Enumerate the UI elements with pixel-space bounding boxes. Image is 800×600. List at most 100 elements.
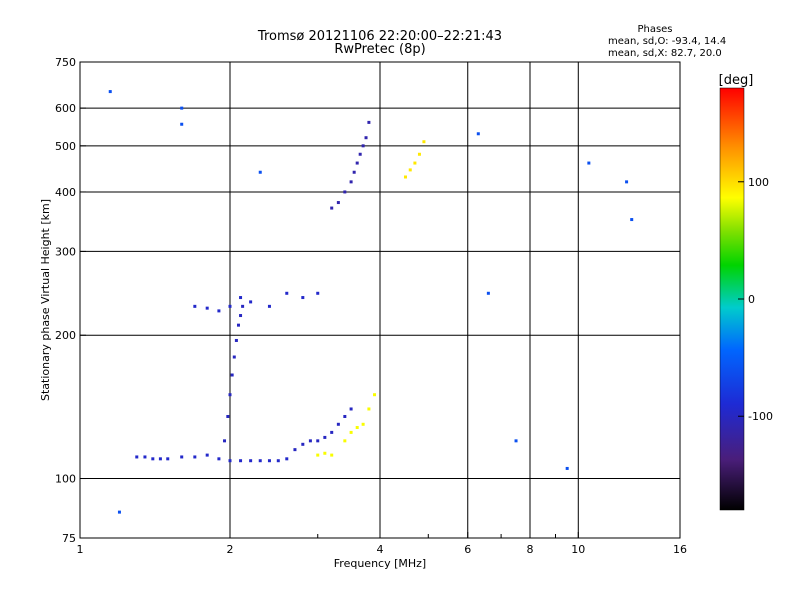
echo-point	[417, 152, 421, 156]
echo-point	[226, 414, 230, 418]
echo-point	[151, 457, 155, 461]
echo-point	[625, 180, 629, 184]
echo-point	[205, 306, 209, 310]
y-tick-label: 200	[55, 329, 76, 342]
echo-point	[180, 106, 184, 110]
echo-point	[258, 459, 262, 463]
echo-point	[258, 170, 262, 174]
echo-point	[285, 291, 289, 295]
x-tick-label: 2	[227, 543, 234, 556]
echo-point	[343, 439, 347, 443]
grid-lines	[80, 62, 680, 538]
colorbar-label: [deg]	[719, 73, 754, 88]
echo-point	[301, 296, 305, 300]
y-tick-label: 75	[62, 532, 76, 545]
echo-point	[630, 218, 634, 222]
echo-point	[476, 132, 480, 136]
echo-point	[228, 459, 232, 463]
echo-point	[223, 439, 227, 443]
x-tick-label: 1	[77, 543, 84, 556]
echo-point	[276, 459, 280, 463]
x-tick-label: 8	[527, 543, 534, 556]
echo-point	[308, 439, 312, 443]
echo-point	[108, 90, 112, 94]
echo-point	[217, 457, 221, 461]
colorbar-ticks: 100 0 -100	[738, 176, 773, 423]
echo-point	[239, 296, 243, 300]
colorbar-tick-label: 100	[748, 176, 769, 189]
echo-point	[336, 422, 340, 426]
echo-point	[349, 407, 353, 411]
echo-point	[373, 393, 377, 397]
echo-point	[193, 455, 197, 459]
echo-points	[108, 90, 634, 514]
echo-point	[361, 144, 365, 148]
echo-point	[228, 304, 232, 308]
x-tick-label: 4	[377, 543, 384, 556]
echo-point	[316, 439, 320, 443]
echo-point	[241, 304, 245, 308]
chart-subtitle: RwPretec (8p)	[334, 42, 425, 57]
echo-point	[285, 457, 289, 461]
echo-point	[355, 161, 359, 165]
echo-point	[205, 453, 209, 457]
echo-point	[293, 448, 297, 452]
echo-point	[117, 510, 121, 514]
echo-point	[565, 466, 569, 470]
colorbar-tick-label: -100	[748, 410, 773, 423]
echo-point	[267, 459, 271, 463]
y-tick-label: 750	[55, 56, 76, 69]
echo-point	[403, 175, 407, 179]
x-tick-label: 6	[464, 543, 471, 556]
echo-point	[217, 309, 221, 313]
echo-point	[316, 453, 320, 457]
echo-point	[193, 304, 197, 308]
phases-line-x: mean, sd,X: 82.7, 20.0	[608, 48, 722, 59]
echo-point	[230, 373, 234, 377]
echo-point	[316, 291, 320, 295]
echo-point	[249, 300, 253, 304]
x-tick-label: 10	[571, 543, 585, 556]
echo-point	[301, 442, 305, 446]
echo-point	[236, 323, 240, 327]
colorbar-tick-label: 0	[748, 293, 755, 306]
y-axis-label: Stationary phase Virtual Height [km]	[39, 199, 52, 401]
y-tick-label: 500	[55, 140, 76, 153]
echo-point	[323, 451, 327, 455]
echo-point	[514, 439, 518, 443]
echo-point	[408, 168, 412, 172]
echo-point	[364, 136, 368, 140]
echo-point	[349, 180, 353, 184]
phases-title: Phases	[637, 24, 672, 35]
echo-point	[249, 459, 253, 463]
echo-point	[234, 338, 238, 342]
echo-point	[486, 291, 490, 295]
echo-point	[587, 161, 591, 165]
echo-point	[323, 435, 327, 439]
echo-point	[349, 430, 353, 434]
y-axis-ticks: 75 100 200 300 400 500 600 750	[55, 56, 86, 545]
echo-point	[143, 455, 147, 459]
echo-point	[180, 455, 184, 459]
echo-point	[228, 393, 232, 397]
echo-point	[355, 425, 359, 429]
y-tick-label: 400	[55, 186, 76, 199]
echo-point	[232, 355, 236, 359]
echo-point	[330, 430, 334, 434]
chart-title: Tromsø 20121106 22:20:00–22:21:43	[257, 29, 502, 44]
echo-point	[336, 201, 340, 205]
echo-point	[158, 457, 162, 461]
echo-point	[330, 453, 334, 457]
y-tick-label: 600	[55, 102, 76, 115]
y-tick-label: 100	[55, 473, 76, 486]
echo-point	[413, 161, 417, 165]
echo-point	[343, 414, 347, 418]
echo-point	[239, 459, 243, 463]
echo-point	[358, 152, 362, 156]
phases-line-o: mean, sd,O: -93.4, 14.4	[608, 36, 726, 47]
echo-point	[343, 190, 347, 194]
y-tick-label: 300	[55, 245, 76, 258]
echo-point	[267, 304, 271, 308]
echo-point	[367, 120, 371, 124]
